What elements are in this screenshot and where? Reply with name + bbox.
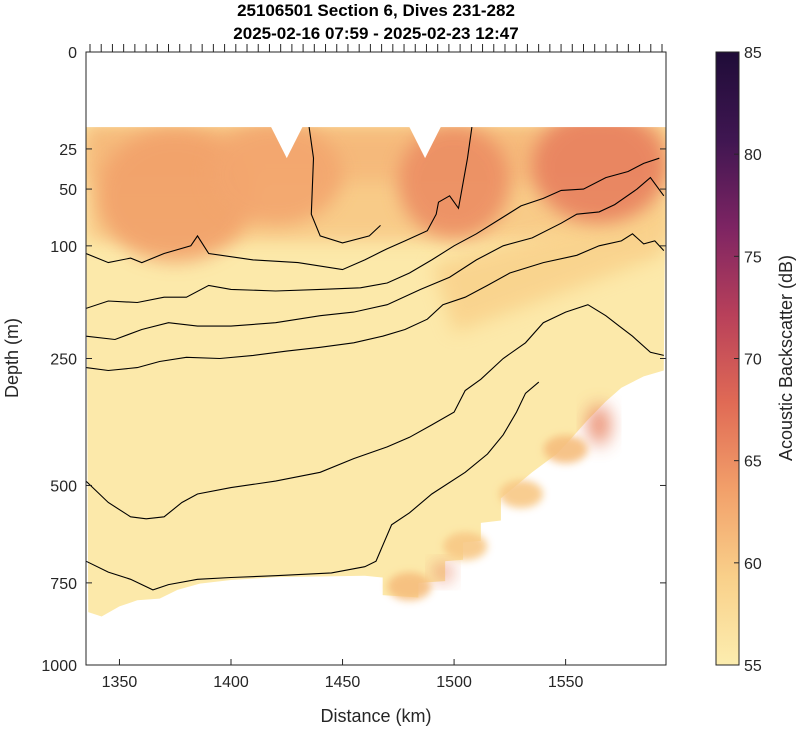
x-tick-label: 1350 — [102, 674, 138, 691]
hotspot — [398, 125, 510, 239]
x-tick-label: 1400 — [213, 674, 249, 691]
contour-c3 — [86, 157, 660, 309]
colorbar-tick-label: 60 — [744, 556, 762, 573]
dive-marks — [89, 44, 663, 52]
no-data-top — [86, 52, 666, 128]
colorbar-tick-label: 70 — [744, 352, 762, 369]
contour-c2 — [86, 127, 473, 271]
colorbar-ticks: 55 60 65 70 75 80 85 — [734, 45, 762, 675]
y-tick-label: 500 — [50, 478, 77, 495]
y-tick-label: 1000 — [41, 658, 77, 675]
contour-c4 — [86, 176, 665, 341]
heatmap-layer — [86, 52, 666, 617]
x-axis: 1350 1400 1450 1500 1550 — [102, 659, 584, 691]
deep-patch — [499, 480, 543, 509]
hotspot — [587, 404, 611, 446]
y-tick-label: 50 — [59, 182, 77, 199]
y-tick-label: 25 — [59, 142, 77, 159]
contour-c5 — [86, 233, 665, 372]
y-tick-label: 100 — [50, 239, 77, 256]
colorbar-tick-label: 65 — [744, 454, 762, 471]
contour-c6 — [86, 304, 664, 520]
chart-title: 25106501 Section 6, Dives 231-282 — [237, 1, 515, 20]
x-axis-label: Distance (km) — [320, 706, 431, 726]
deep-patch — [543, 435, 588, 464]
x-tick-label: 1550 — [548, 674, 584, 691]
y-tick-label: 750 — [50, 576, 77, 593]
hotspot — [208, 124, 343, 226]
colorbar-tick-label: 85 — [744, 45, 762, 62]
y-axis-label: Depth (m) — [2, 318, 22, 398]
slope-band — [431, 202, 664, 333]
y-axis: 0 25 50 100 250 500 750 1000 — [41, 45, 666, 675]
colorbar-tick-label: 75 — [744, 249, 762, 266]
colorbar-label: Acoustic Backscatter (dB) — [776, 255, 796, 461]
chart-subtitle: 2025-02-16 07:59 - 2025-02-23 12:47 — [233, 24, 518, 43]
deep-patch — [443, 532, 488, 561]
y-tick-label: 0 — [68, 45, 77, 62]
x-tick-label: 1450 — [325, 674, 361, 691]
contour-c7 — [86, 381, 540, 591]
x-tick-label: 1500 — [436, 674, 472, 691]
contour-c1 — [308, 127, 381, 244]
y-tick-label: 250 — [50, 352, 77, 369]
top-gap — [271, 126, 303, 159]
hotspot — [434, 563, 452, 582]
colorbar-tick-label: 80 — [744, 147, 762, 164]
deep-patch — [387, 572, 432, 601]
top-gap — [409, 126, 441, 159]
contour-layer — [86, 127, 665, 591]
colorbar-tick-label: 55 — [744, 658, 762, 675]
hotspot — [532, 110, 666, 224]
